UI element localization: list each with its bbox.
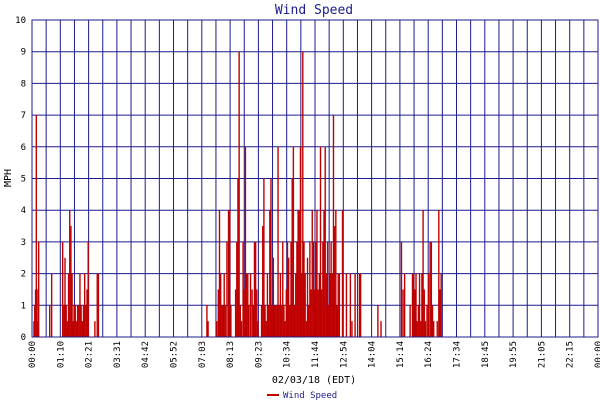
chart-title: Wind Speed — [275, 3, 353, 18]
y-tick-label: 2 — [21, 270, 26, 280]
x-tick-label: 22:15 — [566, 341, 576, 368]
x-axis-label: 02/03/18 (EDT) — [272, 375, 356, 386]
x-tick-label: 19:55 — [509, 341, 519, 368]
x-tick-label: 12:54 — [339, 341, 349, 368]
x-tick-label: 08:13 — [226, 341, 236, 368]
plot-frame — [31, 19, 599, 338]
y-tick-label: 7 — [21, 111, 26, 121]
x-tick-label: 07:03 — [198, 341, 208, 368]
frame-layer — [31, 19, 599, 338]
x-tick-label: 00:00 — [28, 341, 38, 368]
bars-layer — [33, 51, 442, 337]
x-tick-label: 01:10 — [56, 341, 66, 368]
x-tick-label: 02:21 — [85, 341, 95, 368]
x-tick-label: 05:52 — [170, 341, 180, 368]
x-tick-label: 14:04 — [368, 341, 378, 368]
y-tick-labels: 0 1 2 3 4 5 6 7 8 9 10 — [15, 16, 26, 343]
y-tick-label: 1 — [21, 301, 26, 311]
y-tick-label: 0 — [21, 333, 26, 343]
x-tick-label: 17:34 — [453, 341, 463, 368]
x-tick-label: 16:24 — [424, 341, 434, 368]
y-tick-label: 10 — [15, 16, 26, 26]
y-tick-label: 8 — [21, 79, 26, 89]
x-tick-labels: 00:00 01:10 02:21 03:31 04:42 05:52 07:03 08:13… — [28, 341, 600, 368]
y-tick-label: 4 — [21, 206, 26, 216]
legend-label: Wind Speed — [283, 391, 337, 400]
x-tick-label: 21:05 — [537, 341, 547, 368]
legend: Wind Speed — [267, 391, 337, 400]
y-tick-label: 6 — [21, 143, 26, 153]
x-tick-label: 09:23 — [254, 341, 264, 368]
x-tick-label: 18:45 — [481, 341, 491, 368]
x-tick-label: 10:34 — [283, 341, 293, 368]
x-tick-label: 04:42 — [141, 341, 151, 368]
x-tick-label: 00:00 — [594, 341, 600, 368]
x-tick-label: 03:31 — [113, 341, 123, 368]
y-tick-label: 3 — [21, 238, 26, 248]
y-tick-label: 9 — [21, 48, 26, 58]
y-axis-label: MPH — [3, 169, 14, 187]
x-tick-label: 11:44 — [311, 341, 321, 368]
y-tick-label: 5 — [21, 175, 26, 185]
x-tick-label: 15:14 — [396, 341, 406, 368]
